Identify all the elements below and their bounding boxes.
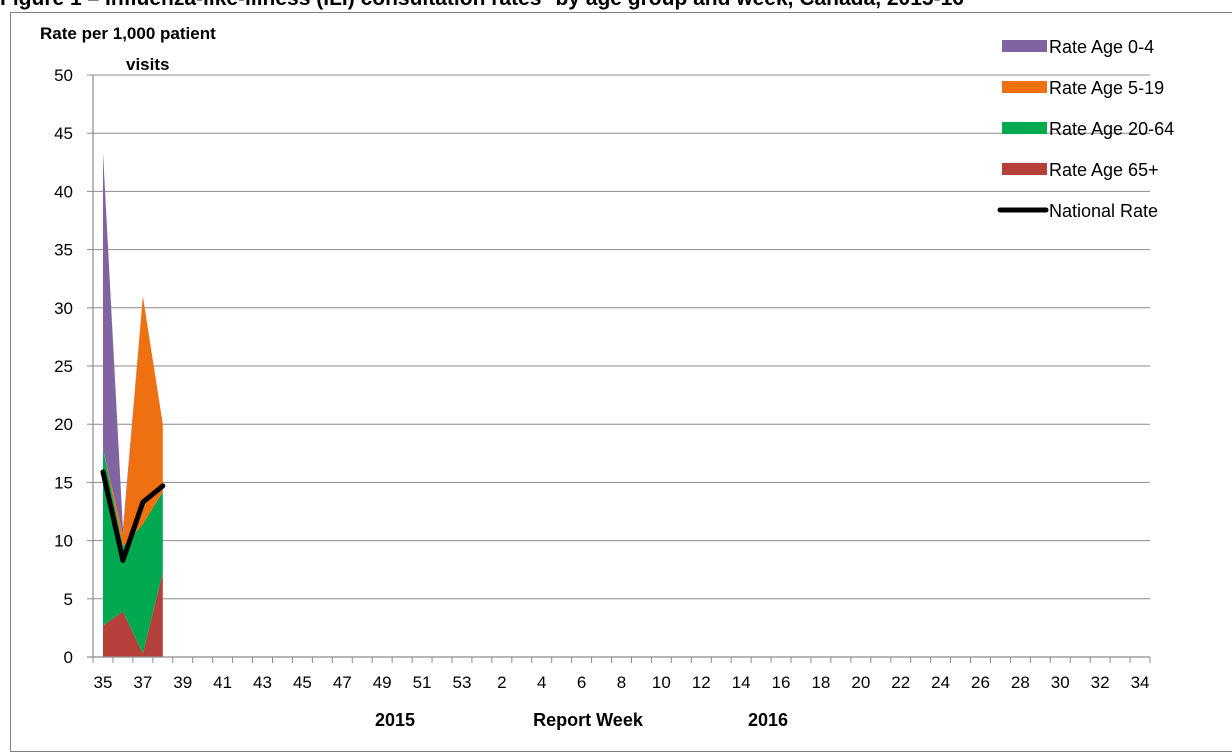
y-axis-label-line1: Rate per 1,000 patient (40, 24, 216, 43)
y-tick-labels: 0 5 10 15 20 25 30 35 40 45 50 (54, 66, 73, 667)
gridlines (93, 74, 1150, 600)
x-tick-label: 20 (851, 673, 870, 692)
x-tick-label: 10 (652, 673, 671, 692)
x-tick-label: 12 (692, 673, 711, 692)
x-tick-label: 45 (293, 673, 312, 692)
x-tick-label: 2 (497, 673, 506, 692)
x-tick-label: 37 (133, 673, 152, 692)
legend-label: Rate Age 20-64 (1049, 119, 1174, 139)
y-tick-label: 30 (54, 299, 73, 318)
axes (87, 74, 1151, 663)
stacked-areas (102, 151, 163, 657)
legend-swatch (1002, 122, 1047, 134)
x-tick-label: 26 (971, 673, 990, 692)
ili-area-chart: 0 5 10 15 20 25 30 35 40 45 50 35 37 39 41 43 45 47 49 51 5… (40, 24, 1174, 730)
x-tick-label: 30 (1051, 673, 1070, 692)
year-label-2016: 2016 (748, 710, 788, 730)
area-rate-age-5-19 (102, 296, 163, 547)
legend-label: Rate Age 5-19 (1049, 78, 1164, 98)
x-tick-label: 4 (537, 673, 546, 692)
x-tick-label: 39 (173, 673, 192, 692)
x-tick-label: 35 (94, 673, 113, 692)
legend: Rate Age 0-4 Rate Age 5-19 Rate Age 20-64 R… (997, 37, 1174, 221)
x-tick-label: 24 (931, 673, 950, 692)
y-tick-label: 35 (54, 241, 73, 260)
x-tick-label: 32 (1091, 673, 1110, 692)
x-tick-label: 51 (413, 673, 432, 692)
y-tick-label: 15 (54, 473, 73, 492)
x-tick-label: 22 (891, 673, 910, 692)
x-tick-label: 14 (732, 673, 751, 692)
x-tick-label: 28 (1011, 673, 1030, 692)
x-tick-label: 18 (811, 673, 830, 692)
y-tick-label: 10 (54, 532, 73, 551)
x-tick-label: 53 (452, 673, 471, 692)
legend-label: Rate Age 0-4 (1049, 37, 1154, 57)
legend-swatch (1002, 163, 1047, 175)
area-rate-age-65- (102, 572, 163, 657)
y-tick-label: 0 (64, 648, 73, 667)
x-tick-label: 47 (333, 673, 352, 692)
y-tick-label: 45 (54, 124, 73, 143)
x-tick-labels: 35 37 39 41 43 45 47 49 51 53 2 4 6 8 10 12 14 16 18 20 22 24… (94, 673, 1150, 692)
year-label-2015: 2015 (375, 710, 415, 730)
figure-title: Figure 1 – Influenza-like-illness (ILI) … (0, 0, 964, 11)
national-rate-line (100, 469, 166, 563)
legend-label: Rate Age 65+ (1049, 160, 1159, 180)
area-rate-age-0-4 (102, 151, 163, 535)
x-tick-label: 8 (617, 673, 626, 692)
legend-label: National Rate (1049, 201, 1158, 221)
x-tick-label: 49 (373, 673, 392, 692)
x-axis-label: Report Week (533, 710, 644, 730)
national-rate-line-group (100, 469, 166, 563)
area-rate-age-20-64 (102, 448, 163, 654)
legend-swatch (1002, 81, 1047, 93)
y-tick-label: 5 (64, 590, 73, 609)
x-tick-label: 6 (577, 673, 586, 692)
y-axis-label-line2: visits (126, 55, 169, 74)
x-tick-label: 43 (253, 673, 272, 692)
y-tick-label: 20 (54, 415, 73, 434)
y-tick-label: 40 (54, 182, 73, 201)
y-tick-label: 25 (54, 357, 73, 376)
x-tick-label: 34 (1131, 673, 1150, 692)
y-tick-label: 50 (54, 66, 73, 85)
x-tick-label: 41 (213, 673, 232, 692)
legend-swatch (1002, 40, 1047, 52)
x-tick-label: 16 (772, 673, 791, 692)
